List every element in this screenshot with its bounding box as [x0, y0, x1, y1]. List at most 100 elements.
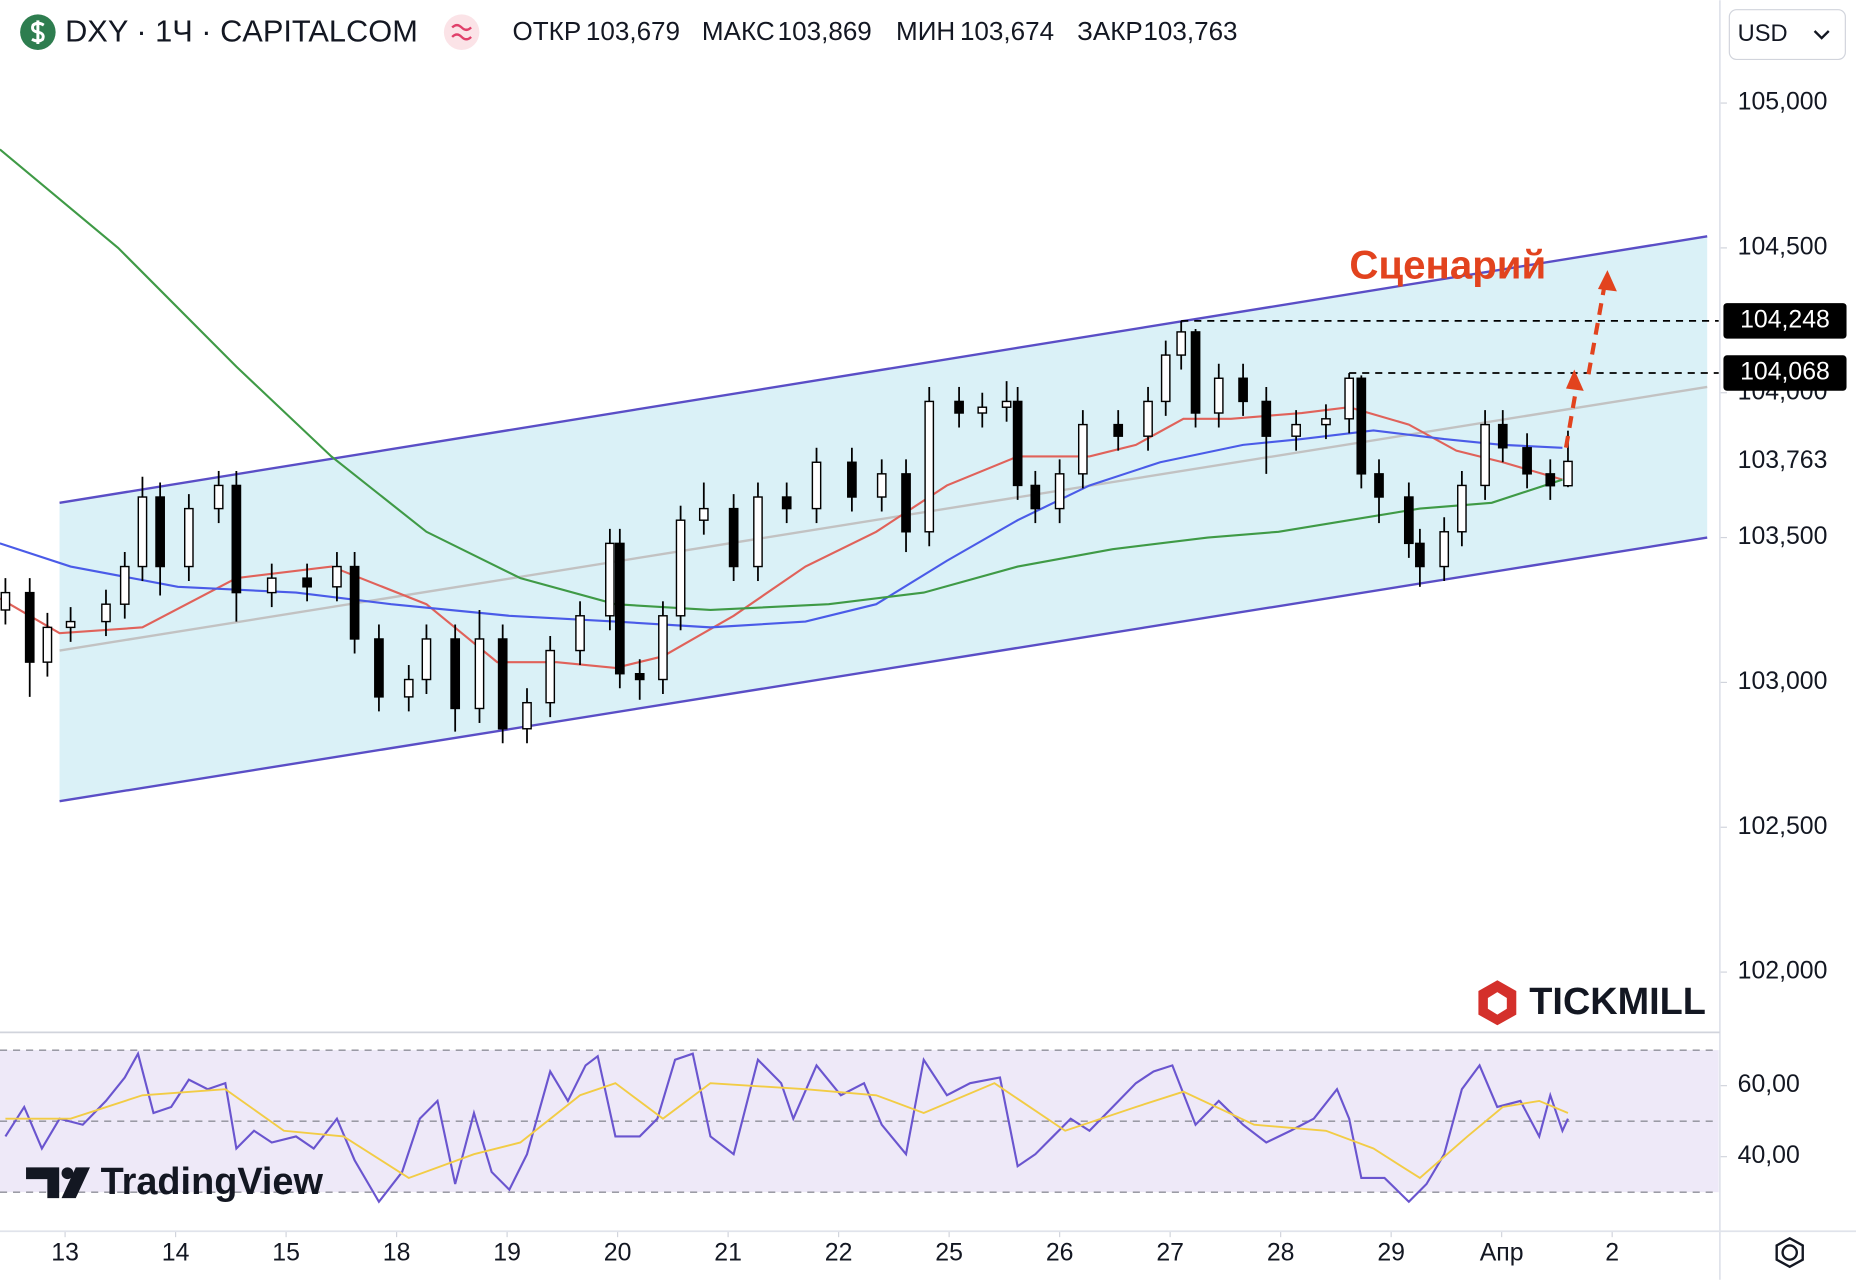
candle-body	[302, 577, 312, 588]
ohlc-label: МАКС	[702, 16, 775, 46]
watermark-text: TradingView	[101, 1161, 324, 1203]
candle-body	[1563, 460, 1573, 487]
x-tick-label: 14	[162, 1239, 190, 1266]
currency-label: USD	[1738, 21, 1788, 47]
candle-body	[698, 507, 709, 521]
candle-body	[1030, 484, 1041, 510]
x-tick-label: 29	[1377, 1239, 1405, 1266]
candle-body	[137, 496, 148, 568]
x-tick-label: 13	[51, 1239, 79, 1266]
scenario-label: Сценарий	[1349, 242, 1546, 287]
ohlc-value: 103,674	[960, 16, 1054, 46]
candle-body	[213, 484, 224, 510]
candle-body	[0, 591, 11, 611]
scenario-arrow	[1563, 385, 1579, 449]
x-tick-label: 20	[604, 1239, 632, 1266]
indicator-icon-glyph	[451, 23, 472, 41]
dropdown-chevron	[1813, 30, 1830, 40]
candle-body	[1374, 473, 1384, 498]
y-tick-label: 60,00	[1738, 1071, 1800, 1098]
y-tick-label: 105,000	[1738, 89, 1828, 116]
moving-average	[0, 148, 1563, 612]
candle-body	[1415, 542, 1425, 568]
candle-body	[847, 461, 857, 498]
candle-body	[1143, 400, 1153, 437]
candle-body	[1356, 377, 1367, 475]
candle-body	[1261, 400, 1272, 437]
scenario-arrowhead	[1566, 369, 1584, 391]
x-tick-label: 28	[1267, 1239, 1295, 1266]
x-tick-label: 2	[1605, 1239, 1619, 1266]
candle-body	[1054, 473, 1065, 510]
rsi-average	[5, 1082, 1569, 1180]
candle-body	[1291, 423, 1301, 437]
candle-body	[1012, 400, 1023, 487]
x-tick-label: 19	[493, 1239, 521, 1266]
settings-icon[interactable]	[1781, 1244, 1798, 1261]
currency-select[interactable]	[1728, 9, 1846, 61]
brand-name: TICKMILL	[1529, 981, 1706, 1023]
candle-body	[24, 591, 35, 663]
level-label-box	[1723, 355, 1847, 391]
candle-body	[977, 406, 988, 414]
channel-midline	[59, 385, 1708, 652]
candle-body	[605, 542, 615, 617]
candle-body	[1497, 423, 1508, 449]
candle-body	[65, 620, 76, 629]
candle-body	[1480, 423, 1490, 487]
ohlc-label: ЗАКР	[1077, 16, 1143, 46]
level-label: 104,068	[1740, 359, 1830, 386]
candle-body	[101, 603, 111, 623]
candle-body	[545, 649, 556, 704]
symbol-title: DXY · 1Ч · CAPITALCOM	[65, 13, 418, 48]
candle-body	[781, 496, 792, 510]
y-tick-label: 104,500	[1738, 233, 1828, 260]
candle-body	[1113, 423, 1124, 437]
x-tick-label: 26	[1046, 1239, 1074, 1266]
x-tick-label: 22	[825, 1239, 853, 1266]
watermark-logo-dot	[61, 1167, 74, 1180]
candle-body	[575, 615, 585, 652]
x-tick-label: 15	[272, 1239, 300, 1266]
x-tick-label: Апр	[1480, 1239, 1524, 1266]
candle-body	[728, 507, 739, 568]
candle-body	[1522, 447, 1532, 475]
ohlc-value: 103,763	[1143, 16, 1237, 46]
candle-body	[119, 565, 130, 605]
candle-body	[497, 638, 508, 730]
candle-body	[811, 461, 822, 510]
x-tick-label: 18	[383, 1239, 411, 1266]
indicator-icon	[443, 14, 480, 50]
candle-body	[1077, 423, 1088, 475]
candle-body	[954, 400, 964, 414]
candle-body	[474, 638, 485, 710]
candle-body	[450, 638, 461, 710]
brand-logo-inner	[1487, 992, 1507, 1015]
settings-icon-frame	[1775, 1236, 1804, 1269]
candle-body	[1160, 354, 1171, 403]
candle-body	[184, 507, 194, 568]
ohlc-value: 103,679	[586, 16, 680, 46]
x-tick-label: 21	[714, 1239, 742, 1266]
candle-body	[1321, 418, 1331, 426]
y-tick-label: 102,500	[1738, 813, 1828, 840]
candle-body	[332, 565, 342, 588]
candle-body	[42, 626, 53, 663]
candle-body	[901, 473, 911, 533]
candle-body	[266, 577, 277, 594]
candle-body	[1457, 484, 1467, 533]
candle-body	[1176, 331, 1187, 356]
y-tick-label: 102,000	[1738, 958, 1828, 985]
y-tick-label: 103,000	[1738, 668, 1828, 695]
y-tick-label: 103,500	[1738, 523, 1828, 550]
plot-layer: 102,000102,500103,000103,500104,000104,5…	[0, 89, 1847, 1266]
ohlc-label: ОТКР	[513, 16, 582, 46]
candle-body	[876, 473, 887, 498]
last-price-label: 103,763	[1738, 447, 1828, 474]
candle-body	[421, 638, 432, 681]
candle-body	[522, 701, 532, 730]
y-tick-label: 40,00	[1738, 1142, 1800, 1169]
